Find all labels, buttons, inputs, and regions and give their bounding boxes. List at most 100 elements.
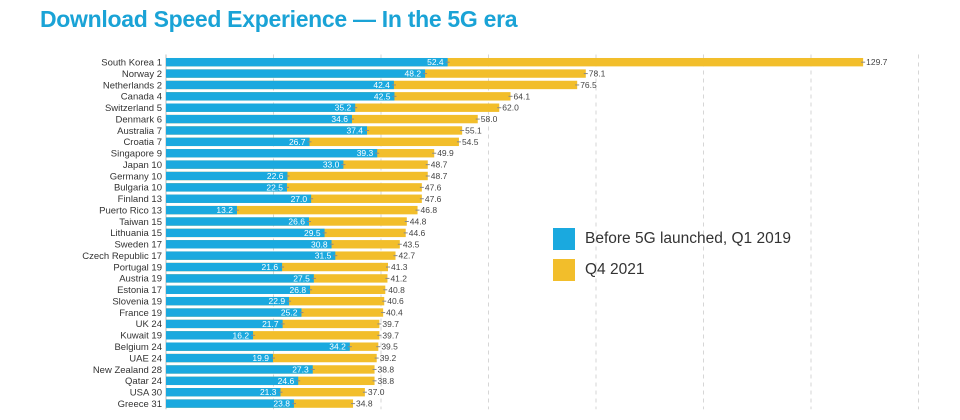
value-label-before-5g: 27.0 (291, 194, 308, 204)
bar-before-5g (166, 228, 325, 238)
category-label: Germany 10 (110, 171, 162, 182)
category-label: Sweden 17 (114, 240, 162, 251)
value-label-q4-2021: 37.0 (368, 387, 385, 397)
value-label-q4-2021: 44.8 (410, 217, 427, 227)
value-label-before-5g: 35.2 (335, 103, 352, 113)
category-label: New Zealand 28 (93, 365, 162, 376)
bar-q4-2021 (166, 171, 428, 181)
category-label: Austria 19 (119, 274, 162, 285)
value-label-before-5g: 31.5 (315, 251, 332, 261)
category-label: Denmark 6 (116, 114, 162, 125)
value-label-q4-2021: 76.5 (580, 80, 597, 90)
value-label-before-5g: 13.2 (216, 205, 233, 215)
value-label-before-5g: 52.4 (427, 57, 444, 67)
category-label: Switzerland 5 (105, 103, 162, 114)
category-label: Puerto Rico 13 (99, 205, 162, 216)
value-label-q4-2021: 41.3 (391, 262, 408, 272)
value-label-q4-2021: 40.8 (388, 285, 405, 295)
value-label-q4-2021: 48.7 (431, 171, 448, 181)
legend-item-before-5g: Before 5G launched, Q1 2019 (553, 225, 791, 253)
category-label: Belgium 24 (114, 342, 162, 353)
value-label-q4-2021: 49.9 (437, 148, 454, 158)
bar-before-5g (166, 388, 281, 397)
value-label-before-5g: 25.2 (281, 308, 298, 318)
value-label-before-5g: 26.8 (290, 285, 307, 295)
bar-q4-2021 (166, 137, 459, 147)
category-label: Croatia 7 (123, 137, 162, 148)
category-label: Taiwan 15 (119, 217, 162, 228)
bar-before-5g (166, 171, 288, 181)
bar-before-5g (166, 194, 312, 203)
value-label-before-5g: 19.9 (252, 353, 269, 363)
bar-before-5g (166, 399, 294, 408)
bar-before-5g (166, 126, 368, 135)
bar-before-5g (166, 319, 283, 329)
bar-before-5g (166, 205, 237, 215)
bar-before-5g (166, 342, 350, 351)
bar-series (166, 57, 866, 408)
bar-before-5g (166, 149, 378, 158)
value-label-q4-2021: 44.6 (409, 228, 426, 238)
category-label: South Korea 1 (101, 57, 162, 68)
category-label: Australia 7 (117, 126, 162, 137)
value-label-before-5g: 37.4 (346, 125, 363, 135)
bar-before-5g (166, 376, 299, 386)
bar-before-5g (166, 308, 302, 317)
bar-before-5g (166, 92, 395, 101)
category-label: Netherlands 2 (103, 80, 162, 91)
category-label: Qatar 24 (125, 376, 162, 387)
bar-before-5g (166, 365, 313, 374)
value-label-q4-2021: 40.4 (386, 308, 403, 318)
category-label: Finland 13 (118, 194, 162, 205)
value-label-q4-2021: 38.8 (378, 364, 395, 374)
value-label-q4-2021: 48.7 (431, 160, 448, 170)
category-label: Estonia 17 (117, 285, 162, 296)
bar-before-5g (166, 262, 283, 272)
category-label: Canada 4 (121, 92, 162, 103)
bar-before-5g (166, 69, 426, 78)
legend-swatch-before-5g (553, 228, 575, 250)
value-label-q4-2021: 78.1 (589, 69, 606, 79)
value-label-before-5g: 39.3 (357, 148, 374, 158)
category-label: Norway 2 (122, 69, 162, 80)
category-label: Singapore 9 (111, 149, 162, 160)
bar-before-5g (166, 217, 309, 226)
value-label-q4-2021: 38.8 (378, 376, 395, 386)
value-label-q4-2021: 62.0 (502, 103, 519, 113)
value-label-q4-2021: 64.1 (514, 91, 531, 101)
value-label-before-5g: 34.2 (329, 342, 346, 352)
bar-q4-2021 (166, 57, 864, 67)
bar-before-5g (166, 240, 332, 249)
category-label: Portugal 19 (113, 262, 162, 273)
bar-q4-2021 (166, 331, 380, 340)
value-label-before-5g: 21.7 (262, 319, 279, 329)
bar-before-5g (166, 103, 356, 112)
category-label: Slovenia 19 (112, 296, 162, 307)
value-label-q4-2021: 129.7 (866, 57, 888, 67)
value-label-q4-2021: 42.7 (399, 251, 416, 261)
value-label-before-5g: 34.6 (331, 114, 348, 124)
value-label-q4-2021: 39.7 (382, 330, 399, 340)
bar-before-5g (166, 160, 344, 169)
value-label-before-5g: 48.2 (405, 69, 422, 79)
value-label-before-5g: 42.5 (374, 91, 391, 101)
category-label: Czech Republic 17 (82, 251, 162, 262)
value-label-before-5g: 16.2 (233, 330, 250, 340)
bar-before-5g (166, 114, 352, 124)
value-label-before-5g: 24.6 (278, 376, 295, 386)
value-label-before-5g: 42.4 (373, 80, 390, 90)
category-label: France 19 (119, 308, 162, 319)
category-label: Lithuania 15 (110, 228, 162, 239)
value-label-q4-2021: 34.8 (356, 399, 373, 409)
legend: Before 5G launched, Q1 2019 Q4 2021 (553, 225, 791, 287)
value-label-q4-2021: 46.8 (421, 205, 438, 215)
category-label: Greece 31 (118, 399, 162, 410)
value-label-before-5g: 21.3 (260, 387, 277, 397)
value-label-q4-2021: 47.6 (425, 182, 442, 192)
legend-label-q4-2021: Q4 2021 (585, 261, 645, 278)
bar-before-5g (166, 353, 273, 363)
category-label: USA 30 (130, 388, 162, 399)
legend-swatch-q4-2021 (553, 259, 575, 281)
category-label: UAE 24 (129, 353, 162, 364)
